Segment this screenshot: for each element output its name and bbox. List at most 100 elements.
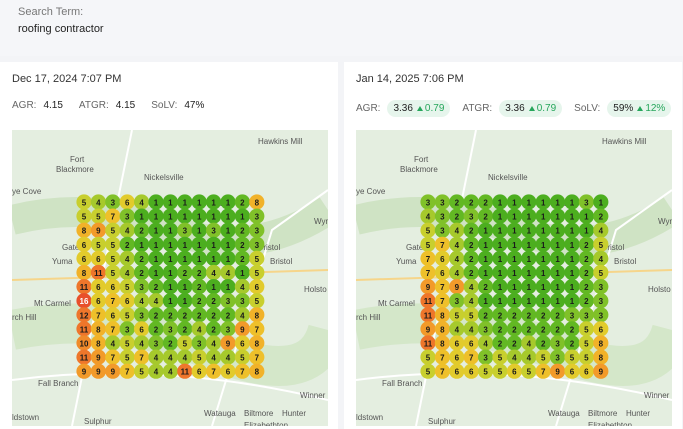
rank-value: 1	[226, 241, 231, 250]
rank-pin	[206, 194, 222, 210]
rank-value: 8	[255, 340, 260, 349]
rank-value: 4	[527, 340, 532, 349]
rank-pin	[206, 222, 222, 238]
rank-value: 2	[240, 227, 245, 236]
up-arrow	[637, 106, 644, 111]
rank-value: 1	[527, 227, 532, 236]
map-label: Gate	[406, 243, 424, 252]
rank-pin	[463, 222, 479, 238]
rank-pin	[148, 321, 164, 337]
rank-pin	[90, 363, 106, 379]
rank-value: 7	[111, 354, 116, 363]
rank-pin	[449, 250, 465, 266]
rank-value: 1	[527, 297, 532, 306]
rank-value: 5	[584, 325, 589, 334]
rank-pin	[134, 250, 150, 266]
rank-value: 8	[82, 227, 87, 236]
rank-pin	[593, 222, 609, 238]
rank-pin	[593, 250, 609, 266]
rank-pin	[90, 349, 106, 365]
rank-pin	[463, 335, 479, 351]
rank-value: 5	[125, 354, 130, 363]
rank-pin	[492, 335, 508, 351]
rank-pin	[434, 264, 450, 281]
rank-value: 1	[211, 241, 216, 250]
metric-change: 0.79	[536, 103, 557, 114]
rank-value: 1	[541, 297, 546, 306]
rank-value: 4	[455, 269, 460, 278]
rank-pin	[521, 279, 537, 295]
rank-value: 6	[139, 325, 144, 334]
panel: Dec 17, 2024 7:07 PM AGR: 4.15 ATGR: 4.15 SoL…	[0, 62, 338, 429]
rank-pin	[249, 264, 265, 281]
rank-pin	[76, 363, 92, 379]
rank-value: 3	[584, 311, 589, 320]
rank-value: 5	[599, 269, 604, 278]
rank-pin	[593, 307, 609, 323]
rank-pin	[550, 279, 566, 295]
rank-pin	[420, 264, 436, 281]
rank-pin	[434, 222, 450, 238]
rank-value: 3	[139, 311, 144, 320]
rank-pin	[90, 279, 106, 295]
rank-value: 3	[455, 297, 460, 306]
rank-pin	[434, 236, 450, 252]
rank-value: 4	[211, 354, 216, 363]
map-label: Hawkins Mill	[602, 137, 647, 146]
rank-pin	[148, 208, 164, 224]
rank-pin	[220, 363, 236, 379]
rank-value: 5	[426, 241, 431, 250]
rank-pin	[434, 208, 450, 224]
rank-value: 7	[211, 368, 216, 377]
rank-pin	[76, 293, 92, 309]
rank-pin	[449, 194, 465, 210]
rank-value: 2	[211, 325, 216, 334]
rank-value: 1	[226, 283, 231, 292]
rank-pin	[206, 307, 222, 323]
rank-value: 6	[469, 340, 474, 349]
rank-value: 2	[211, 311, 216, 320]
rank-pin	[492, 264, 508, 281]
rank-value: 2	[139, 269, 144, 278]
rank-value: 6	[226, 368, 231, 377]
rank-value: 9	[426, 325, 431, 334]
rank-pin	[535, 236, 551, 252]
rank-value: 2	[183, 269, 188, 278]
rank-value: 4	[455, 255, 460, 264]
rank-pin	[220, 321, 236, 337]
rank-pin	[206, 236, 222, 252]
map-label: Mt Carmel	[34, 299, 71, 308]
rank-value: 5	[197, 354, 202, 363]
rank-pin	[578, 264, 594, 281]
rank-value: 5	[240, 354, 245, 363]
rank-pin	[550, 349, 566, 365]
rank-pin	[463, 194, 479, 210]
rank-pin	[234, 222, 250, 238]
rank-value: 1	[183, 199, 188, 208]
rank-pin	[134, 208, 150, 224]
rank-pin	[162, 222, 178, 238]
rank-pin	[191, 236, 207, 252]
rank-value: 4	[154, 368, 159, 377]
rank-value: 1	[183, 213, 188, 222]
rank-pin	[134, 363, 150, 379]
rank-pin	[206, 250, 222, 266]
rank-pin	[578, 250, 594, 266]
rank-pin	[506, 264, 522, 281]
rank-pin	[119, 363, 135, 379]
rank-pin	[177, 307, 193, 323]
rank-value: 11	[424, 340, 433, 349]
rank-value: 6	[125, 199, 130, 208]
rank-pin	[449, 335, 465, 351]
rank-pin	[249, 349, 265, 365]
rank-value: 1	[541, 213, 546, 222]
rank-pin	[593, 363, 609, 379]
rank-pin	[162, 363, 178, 379]
rank-pin	[506, 222, 522, 238]
rank-pin	[90, 264, 106, 281]
rank-value: 2	[555, 311, 560, 320]
rank-value: 1	[541, 199, 546, 208]
rank-pin	[593, 236, 609, 252]
rank-value: 4	[211, 340, 216, 349]
rank-pin	[148, 264, 164, 281]
